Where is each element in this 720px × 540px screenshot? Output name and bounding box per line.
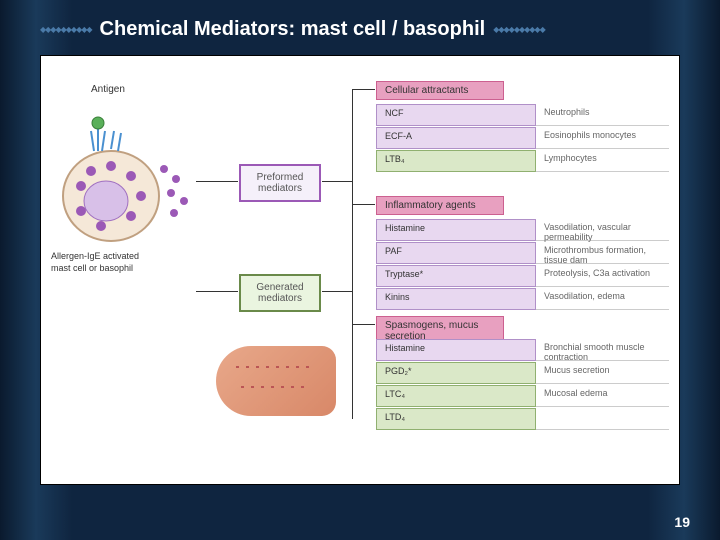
- mediator-effect: Proteolysis, C3a activation: [536, 265, 669, 287]
- mediator-effect: Bronchial smooth muscle contraction: [536, 339, 669, 361]
- mediator-name: LTC₄: [376, 385, 536, 407]
- mediator-effect: Eosinophils monocytes: [536, 127, 669, 149]
- mediator-row: PAFMicrothrombus formation, tissue dam: [376, 242, 669, 264]
- mediator-row: KininsVasodilation, edema: [376, 288, 669, 310]
- mediator-name: ECF-A: [376, 127, 536, 149]
- mediator-row: LTC₄Mucosal edema: [376, 385, 669, 407]
- flow-line: [352, 324, 375, 325]
- mediator-row: LTB₄Lymphocytes: [376, 150, 669, 172]
- flow-line: [352, 89, 353, 419]
- mediator-name: PGD₂*: [376, 362, 536, 384]
- flow-line: [196, 291, 238, 292]
- flow-line: [352, 89, 375, 90]
- decorative-dots-left: ◆◆◆◆◆◆◆◆◆◆: [40, 25, 92, 34]
- mediator-name: Histamine: [376, 219, 536, 241]
- mediator-name: PAF: [376, 242, 536, 264]
- flow-line: [322, 181, 352, 182]
- preformed-mediators-box: Preformedmediators: [239, 164, 321, 202]
- category-header-inflammatory: Inflammatory agents: [376, 196, 504, 215]
- mediator-row: ECF-AEosinophils monocytes: [376, 127, 669, 149]
- decorative-dots-right: ◆◆◆◆◆◆◆◆◆◆: [493, 25, 545, 34]
- mediator-name: Histamine: [376, 339, 536, 361]
- mediator-row: LTD₄: [376, 408, 669, 430]
- flow-line: [352, 204, 375, 205]
- mediator-row: PGD₂*Mucus secretion: [376, 362, 669, 384]
- mediator-effect: Lymphocytes: [536, 150, 669, 172]
- mediator-effect: Vasodilation, edema: [536, 288, 669, 310]
- mediator-row: Tryptase*Proteolysis, C3a activation: [376, 265, 669, 287]
- flow-line: [196, 181, 238, 182]
- category-header-attractants: Cellular attractants: [376, 81, 504, 100]
- cell-caption: Allergen-IgE activatedmast cell or basop…: [51, 251, 139, 274]
- mediator-row: HistamineBronchial smooth muscle contrac…: [376, 339, 669, 361]
- generated-mediators-box: Generatedmediators: [239, 274, 321, 312]
- mast-cell-illustration: [56, 101, 196, 251]
- mediator-effect: Vasodilation, vascular permeability: [536, 219, 669, 241]
- antigen-label: Antigen: [91, 84, 125, 95]
- slide: ◆◆◆◆◆◆◆◆◆◆ Chemical Mediators: mast cell…: [0, 0, 720, 540]
- mediator-row: HistamineVasodilation, vascular permeabi…: [376, 219, 669, 241]
- mediator-effect: Microthrombus formation, tissue dam: [536, 242, 669, 264]
- title-row: ◆◆◆◆◆◆◆◆◆◆ Chemical Mediators: mast cell…: [0, 0, 720, 49]
- slide-title: Chemical Mediators: mast cell / basophil: [100, 18, 486, 41]
- mediator-effect: Neutrophils: [536, 104, 669, 126]
- mediator-effect: Mucus secretion: [536, 362, 669, 384]
- diagram-panel: Antigen Allergen-IgE activatedmast cell …: [40, 55, 680, 485]
- mediator-effect: Mucosal edema: [536, 385, 669, 407]
- flow-line: [322, 291, 352, 292]
- mediator-name: Kinins: [376, 288, 536, 310]
- mediator-row: NCFNeutrophils: [376, 104, 669, 126]
- mediator-name: NCF: [376, 104, 536, 126]
- mediator-name: Tryptase*: [376, 265, 536, 287]
- page-number: 19: [674, 514, 690, 530]
- mediator-name: LTD₄: [376, 408, 536, 430]
- arm-photo: [216, 346, 336, 416]
- mediator-name: LTB₄: [376, 150, 536, 172]
- mediator-effect: [536, 408, 669, 430]
